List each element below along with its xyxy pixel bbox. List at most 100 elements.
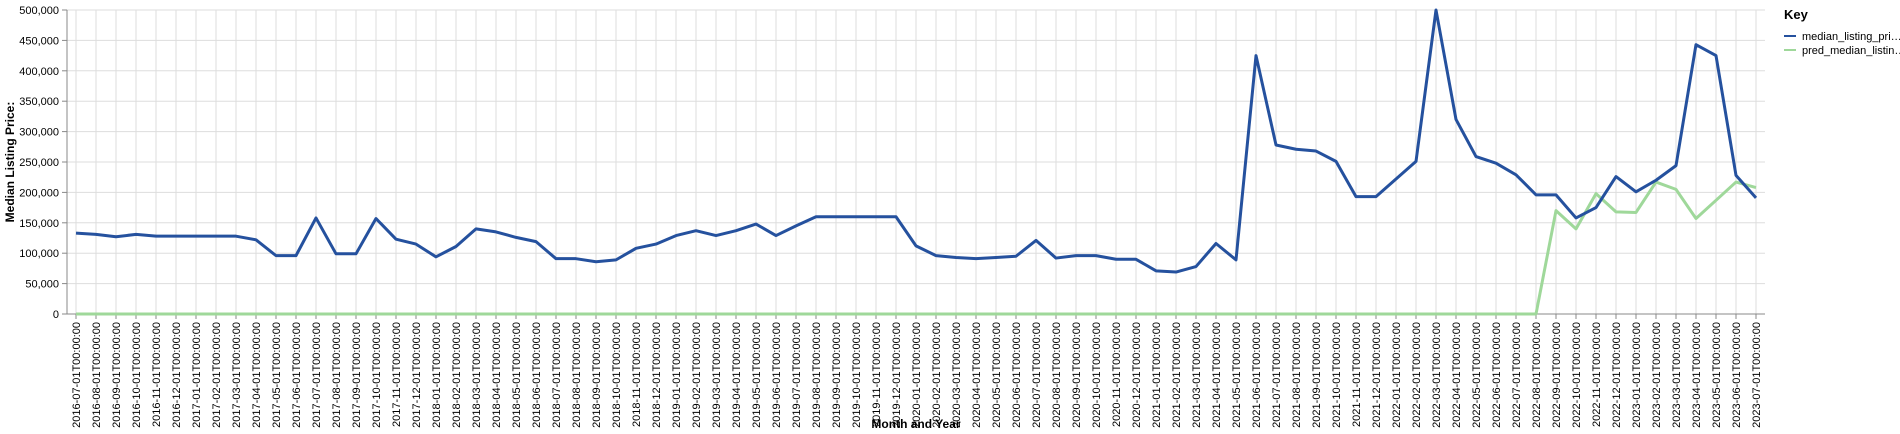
y-tick-label: 250,000: [19, 157, 59, 169]
x-tick-label: 2019-09-01T00:00:00: [831, 322, 843, 428]
series-line: [76, 180, 1757, 316]
x-tick-label: 2020-12-01T00:00:00: [1131, 322, 1143, 428]
x-tick-label: 2019-07-01T00:00:00: [791, 322, 803, 428]
x-tick-label: 2021-12-01T00:00:00: [1371, 322, 1383, 428]
y-tick-label: 500,000: [19, 5, 59, 17]
y-tick-label: 350,000: [19, 96, 59, 108]
x-tick-label: 2020-03-01T00:00:00: [951, 322, 963, 428]
x-tick-label: 2018-09-01T00:00:00: [591, 322, 603, 428]
y-tick-label: 450,000: [19, 35, 59, 47]
x-tick-label: 2017-12-01T00:00:00: [411, 322, 423, 428]
x-tick-label: 2023-01-01T00:00:00: [1631, 322, 1643, 428]
x-tick-label: 2021-03-01T00:00:00: [1191, 322, 1203, 428]
x-tick-label: 2016-11-01T00:00:00: [151, 322, 163, 427]
x-tick-label: 2021-09-01T00:00:00: [1311, 322, 1323, 428]
x-tick-label: 2022-02-01T00:00:00: [1411, 322, 1423, 428]
x-tick-label: 2023-02-01T00:00:00: [1651, 322, 1663, 428]
x-tick-label: 2018-08-01T00:00:00: [571, 322, 583, 428]
x-tick-label: 2020-09-01T00:00:00: [1071, 322, 1083, 428]
x-tick-label: 2023-06-01T00:00:00: [1731, 322, 1743, 428]
series-line: [75, 8, 1758, 274]
x-tick-label: 2020-01-01T00:00:00: [911, 322, 923, 428]
legend-title: Key: [1784, 7, 1809, 22]
x-tick-label: 2019-08-01T00:00:00: [811, 322, 823, 428]
x-tick-label: 2017-06-01T00:00:00: [291, 322, 303, 428]
x-tick-label: 2019-10-01T00:00:00: [851, 322, 863, 428]
x-tick-label: 2020-08-01T00:00:00: [1051, 322, 1063, 428]
x-tick-label: 2018-07-01T00:00:00: [551, 322, 563, 428]
x-tick-label: 2022-11-01T00:00:00: [1591, 322, 1603, 427]
x-tick-label: 2018-05-01T00:00:00: [511, 322, 523, 428]
x-tick-label: 2022-06-01T00:00:00: [1491, 322, 1503, 428]
x-tick-label: 2022-04-01T00:00:00: [1451, 322, 1463, 428]
x-tick-label: 2016-10-01T00:00:00: [131, 322, 143, 428]
x-tick-label: 2022-01-01T00:00:00: [1391, 322, 1403, 428]
y-tick-label: 150,000: [19, 218, 59, 230]
x-tick-label: 2018-02-01T00:00:00: [451, 322, 463, 428]
x-tick-label: 2020-10-01T00:00:00: [1091, 322, 1103, 428]
x-tick-label: 2017-03-01T00:00:00: [231, 322, 243, 428]
x-axis-title: Month and Year: [871, 417, 960, 431]
x-tick-label: 2022-09-01T00:00:00: [1551, 322, 1563, 428]
legend-label: median_listing_pri…: [1802, 31, 1900, 43]
x-tick-label: 2023-07-01T00:00:00: [1751, 322, 1763, 428]
x-tick-label: 2018-06-01T00:00:00: [531, 322, 543, 428]
y-tick-label: 0: [53, 309, 59, 321]
x-tick-label: 2022-07-01T00:00:00: [1511, 322, 1523, 428]
y-tick-label: 50,000: [25, 279, 59, 291]
x-tick-label: 2018-01-01T00:00:00: [431, 322, 443, 428]
x-tick-label: 2016-08-01T00:00:00: [91, 322, 103, 428]
x-tick-label: 2023-05-01T00:00:00: [1711, 322, 1723, 428]
x-tick-label: 2022-10-01T00:00:00: [1571, 322, 1583, 428]
x-tick-label: 2018-12-01T00:00:00: [651, 322, 663, 428]
x-tick-label: 2022-08-01T00:00:00: [1531, 322, 1543, 428]
x-tick-label: 2022-03-01T00:00:00: [1431, 322, 1443, 428]
x-tick-label: 2017-10-01T00:00:00: [371, 322, 383, 428]
x-tick-label: 2020-06-01T00:00:00: [1011, 322, 1023, 428]
x-tick-label: 2018-10-01T00:00:00: [611, 322, 623, 428]
x-tick-label: 2020-02-01T00:00:00: [931, 322, 943, 428]
x-tick-label: 2018-11-01T00:00:00: [631, 322, 643, 427]
x-tick-label: 2020-07-01T00:00:00: [1031, 322, 1043, 428]
x-tick-label: 2021-06-01T00:00:00: [1251, 322, 1263, 428]
x-tick-label: 2019-11-01T00:00:00: [871, 322, 883, 427]
x-tick-label: 2019-02-01T00:00:00: [691, 322, 703, 428]
y-tick-label: 400,000: [19, 66, 59, 78]
x-tick-label: 2021-01-01T00:00:00: [1151, 322, 1163, 428]
x-tick-label: 2017-02-01T00:00:00: [211, 322, 223, 428]
x-tick-label: 2022-12-01T00:00:00: [1611, 322, 1623, 428]
x-tick-label: 2019-04-01T00:00:00: [731, 322, 743, 428]
x-tick-label: 2017-04-01T00:00:00: [251, 322, 263, 428]
x-tick-label: 2018-03-01T00:00:00: [471, 322, 483, 428]
y-axis-title: Median Listing Price:: [3, 102, 17, 223]
x-tick-label: 2021-10-01T00:00:00: [1331, 322, 1343, 428]
y-tick-label: 300,000: [19, 127, 59, 139]
x-tick-label: 2017-05-01T00:00:00: [271, 322, 283, 428]
x-tick-label: 2016-09-01T00:00:00: [111, 322, 123, 428]
x-tick-label: 2023-03-01T00:00:00: [1671, 322, 1683, 428]
x-tick-label: 2020-11-01T00:00:00: [1111, 322, 1123, 427]
x-tick-label: 2017-08-01T00:00:00: [331, 322, 343, 428]
x-tick-label: 2021-04-01T00:00:00: [1211, 322, 1223, 428]
x-tick-label: 2017-01-01T00:00:00: [191, 322, 203, 428]
x-tick-label: 2021-08-01T00:00:00: [1291, 322, 1303, 428]
x-tick-label: 2017-09-01T00:00:00: [351, 322, 363, 428]
x-tick-label: 2023-04-01T00:00:00: [1691, 322, 1703, 428]
x-tick-label: 2021-07-01T00:00:00: [1271, 322, 1283, 428]
y-tick-label: 200,000: [19, 187, 59, 199]
x-tick-label: 2019-12-01T00:00:00: [891, 322, 903, 428]
legend-label: pred_median_listin…: [1802, 45, 1900, 57]
x-tick-label: 2019-03-01T00:00:00: [711, 322, 723, 428]
x-tick-label: 2019-06-01T00:00:00: [771, 322, 783, 428]
x-tick-label: 2020-05-01T00:00:00: [991, 322, 1003, 428]
x-tick-label: 2018-04-01T00:00:00: [491, 322, 503, 428]
x-tick-label: 2019-05-01T00:00:00: [751, 322, 763, 428]
x-tick-label: 2022-05-01T00:00:00: [1471, 322, 1483, 428]
x-tick-label: 2016-07-01T00:00:00: [71, 322, 83, 428]
x-tick-label: 2017-07-01T00:00:00: [311, 322, 323, 428]
x-tick-label: 2021-05-01T00:00:00: [1231, 322, 1243, 428]
x-tick-label: 2020-04-01T00:00:00: [971, 322, 983, 428]
x-tick-label: 2021-11-01T00:00:00: [1351, 322, 1363, 427]
x-tick-label: 2017-11-01T00:00:00: [391, 322, 403, 427]
